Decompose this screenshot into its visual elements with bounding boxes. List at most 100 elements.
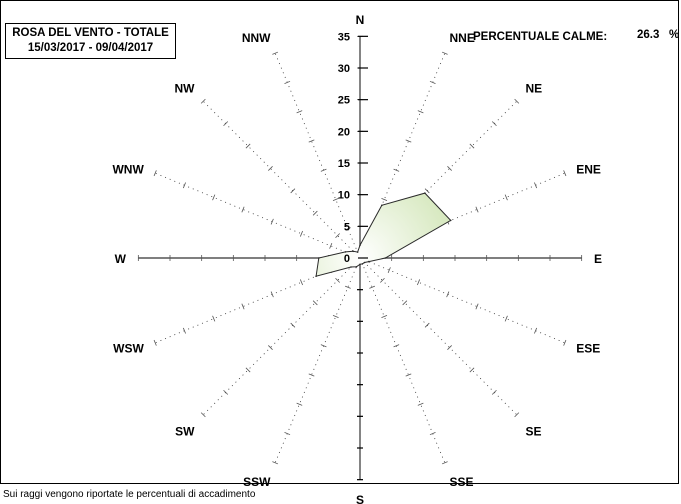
- direction-label-wsw: WSW: [113, 342, 144, 356]
- spoke-nw: [202, 100, 361, 259]
- spoke-tick-sw-25: [245, 367, 251, 373]
- direction-label-sw: SW: [175, 425, 195, 439]
- spoke-tick-wnw-5: [329, 242, 333, 249]
- r-tick-label-0: 0: [344, 253, 350, 265]
- spoke-wsw: [154, 257, 361, 344]
- spoke-tick-ne-35: [514, 98, 520, 104]
- spoke-tick-ne-25: [469, 143, 475, 149]
- spoke-tick-se-5: [379, 277, 385, 283]
- chart-date-range: 15/03/2017 - 09/04/2017: [27, 42, 154, 54]
- spoke-tick-ssw-35: [272, 461, 279, 465]
- spoke-tick-sse-5: [369, 285, 376, 289]
- r-tick-label-20: 20: [338, 126, 350, 138]
- r-tick-label-5: 5: [344, 221, 350, 233]
- data-point-sse: [361, 263, 364, 265]
- spoke-sw: [202, 257, 361, 416]
- spoke-tick-wsw-30: [182, 327, 186, 334]
- spoke-ese: [359, 257, 566, 344]
- spoke-tick-wnw-10: [299, 230, 304, 237]
- spoke-tick-nw-15: [290, 188, 296, 194]
- spoke-tick-se-15: [424, 322, 430, 328]
- calm-percentage-unit: %: [669, 29, 680, 41]
- spoke-tick-ese-20: [475, 303, 479, 310]
- spoke-tick-sw-35: [200, 412, 206, 418]
- spoke-ne: [359, 100, 518, 259]
- spoke-tick-ne-30: [491, 121, 497, 127]
- data-point-w: [318, 257, 320, 259]
- spoke-tick-se-20: [447, 345, 452, 350]
- data-point-e: [384, 257, 387, 259]
- spoke-tick-nw-30: [223, 121, 229, 127]
- spoke-tick-ese-15: [446, 291, 450, 298]
- spoke-tick-sse-15: [393, 344, 400, 348]
- data-point-wnw: [344, 251, 347, 253]
- direction-label-se: SE: [526, 425, 542, 439]
- data-point-nne: [381, 204, 383, 207]
- spoke-nne: [359, 52, 446, 259]
- chart-footnote: Sui raggi vengono riportate le percentua…: [3, 489, 256, 500]
- spoke-tick-nnw-10: [332, 197, 339, 202]
- spoke-tick-nnw-35: [272, 51, 279, 55]
- spoke-tick-ne-20: [447, 166, 452, 171]
- spoke-tick-se-25: [469, 367, 475, 373]
- r-tick-label-10: 10: [338, 190, 350, 202]
- spoke-tick-sse-35: [441, 461, 448, 465]
- spoke-tick-wsw-10: [299, 279, 304, 286]
- chart-title-box: ROSA DEL VENTO - TOTALE 15/03/2017 - 09/…: [5, 23, 176, 59]
- direction-label-nnw: NNW: [242, 31, 271, 45]
- direction-label-sse: SSE: [450, 475, 474, 489]
- spoke-tick-wnw-20: [241, 206, 245, 213]
- spoke-tick-wnw-35: [153, 170, 157, 177]
- data-point-nnw: [356, 251, 359, 253]
- direction-label-nne: NNE: [450, 31, 475, 45]
- spoke-tick-wsw-20: [241, 303, 245, 310]
- spoke-tick-sse-20: [405, 373, 412, 377]
- direction-label-n: N: [356, 13, 365, 27]
- spoke-nnw: [274, 52, 361, 259]
- data-point-se: [363, 261, 366, 264]
- direction-label-ne: NE: [526, 82, 543, 96]
- spoke-tick-nne-20: [405, 139, 412, 143]
- spoke-tick-wnw-25: [212, 194, 216, 201]
- spoke-ssw: [274, 257, 361, 464]
- spoke-tick-ssw-20: [308, 373, 315, 377]
- direction-label-nw: NW: [175, 82, 196, 96]
- direction-label-e: E: [594, 252, 602, 266]
- spoke-tick-nne-25: [417, 110, 424, 114]
- data-point-n: [359, 244, 361, 247]
- spoke-tick-nnw-25: [296, 110, 303, 114]
- data-point-ne: [424, 192, 426, 194]
- spoke-tick-sse-10: [381, 314, 388, 319]
- calm-percentage-label: PERCENTUALE CALME:: [473, 31, 608, 43]
- spoke-tick-sse-25: [417, 402, 424, 406]
- spoke-tick-ese-10: [416, 279, 421, 286]
- data-point-wsw: [315, 275, 317, 278]
- spoke-tick-wsw-35: [153, 339, 157, 346]
- spoke-tick-ssw-10: [332, 314, 339, 319]
- spoke-tick-nne-15: [393, 168, 400, 172]
- spoke-tick-nw-25: [245, 143, 251, 149]
- spoke-tick-ssw-30: [284, 432, 291, 436]
- spoke-tick-nnw-20: [308, 139, 315, 143]
- spoke-tick-ssw-25: [296, 402, 303, 406]
- spoke-tick-ese-25: [504, 315, 508, 322]
- spoke-tick-ese-5: [387, 267, 391, 274]
- spoke-tick-ssw-15: [320, 344, 327, 348]
- calm-percentage-value: 26.3: [637, 29, 660, 41]
- spoke-tick-ene-30: [534, 182, 538, 189]
- spoke-tick-nw-10: [312, 210, 318, 216]
- spoke-sse: [359, 257, 446, 464]
- spoke-tick-nw-5: [335, 233, 341, 239]
- direction-label-ene: ENE: [576, 163, 601, 177]
- spoke-tick-sw-20: [268, 345, 273, 350]
- spoke-tick-sw-10: [312, 300, 318, 306]
- r-tick-label-15: 15: [338, 158, 350, 170]
- direction-label-ese: ESE: [576, 342, 600, 356]
- chart-title: ROSA DEL VENTO - TOTALE: [12, 27, 169, 39]
- spoke-tick-ssw-5: [344, 285, 351, 289]
- data-point-ese: [368, 260, 370, 263]
- data-point-s: [359, 263, 361, 266]
- r-tick-label-35: 35: [338, 31, 350, 43]
- spoke-tick-sw-30: [223, 389, 229, 395]
- direction-label-wnw: WNW: [112, 163, 144, 177]
